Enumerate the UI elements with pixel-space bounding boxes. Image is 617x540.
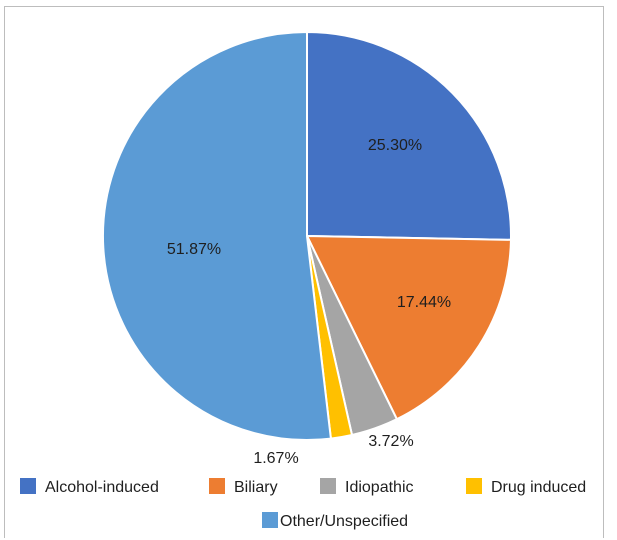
pie-slice-other-unspecified	[101, 30, 333, 441]
legend-label-biliary: Biliary	[234, 479, 278, 496]
legend: Alcohol-induced Biliary Idiopathic Drug ind…	[20, 478, 586, 530]
legend-swatch-drug-induced	[466, 478, 482, 494]
pie-slice-biliary	[305, 234, 512, 421]
pie-slice-alcohol-induced	[306, 30, 512, 241]
data-label-idiopathic: 3.72%	[368, 433, 413, 450]
legend-label-other-unspecified: Other/Unspecified	[280, 513, 408, 530]
legend-swatch-alcohol-induced	[20, 478, 36, 494]
legend-label-drug-induced: Drug induced	[491, 479, 586, 496]
legend-label-idiopathic: Idiopathic	[345, 479, 414, 496]
data-label-drug-induced: 1.67%	[253, 450, 298, 467]
data-label-biliary: 17.44%	[397, 294, 451, 311]
legend-swatch-idiopathic	[320, 478, 336, 494]
pie-labels: 25.30% 17.44% 3.72% 1.67% 51.87%	[167, 137, 451, 467]
data-label-other-unspecified: 51.87%	[167, 241, 221, 258]
pie-slices	[101, 30, 512, 441]
data-label-alcohol-induced: 25.30%	[368, 137, 422, 154]
legend-swatch-biliary	[209, 478, 225, 494]
chart-frame	[4, 6, 604, 538]
legend-label-alcohol-induced: Alcohol-induced	[45, 479, 159, 496]
legend-swatch-other-unspecified	[262, 512, 278, 528]
